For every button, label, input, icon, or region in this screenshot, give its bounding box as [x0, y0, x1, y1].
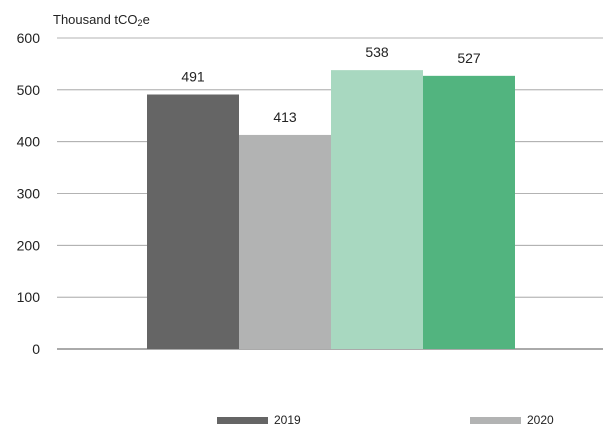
y-unit-suffix: e — [142, 12, 150, 27]
y-tick-label: 0 — [32, 341, 40, 357]
y-tick-label: 600 — [17, 30, 41, 46]
bar — [239, 134, 331, 349]
bar-value-label: 538 — [365, 44, 389, 60]
legend-swatch-2019 — [217, 416, 268, 424]
y-unit-subscript: 2 — [137, 18, 143, 28]
bars — [147, 70, 515, 350]
bar — [423, 75, 515, 350]
y-tick-label: 300 — [17, 186, 41, 202]
legend-swatch-2020 — [470, 416, 521, 424]
bar-value-label: 491 — [181, 68, 205, 84]
legend-label-2020: 2020 — [527, 413, 554, 427]
value-labels: 491 413 538 527 — [181, 44, 481, 125]
bar — [331, 70, 423, 350]
bar-value-label: 413 — [273, 109, 297, 125]
bar-value-label: 527 — [457, 50, 481, 66]
legend-item-2020: 2020 — [470, 413, 554, 427]
y-tick-label: 400 — [17, 134, 41, 150]
y-axis-ticks: 0 100 200 300 400 500 600 — [17, 30, 41, 357]
y-unit-prefix: Thousand tCO — [53, 12, 138, 27]
y-tick-label: 200 — [17, 237, 41, 253]
bar — [147, 94, 239, 349]
legend-item-2019: 2019 — [217, 413, 301, 427]
y-axis-unit-label: Thousand tCO2e — [53, 12, 150, 28]
y-tick-label: 500 — [17, 82, 41, 98]
y-tick-label: 100 — [17, 289, 41, 305]
legend-label-2019: 2019 — [274, 413, 301, 427]
